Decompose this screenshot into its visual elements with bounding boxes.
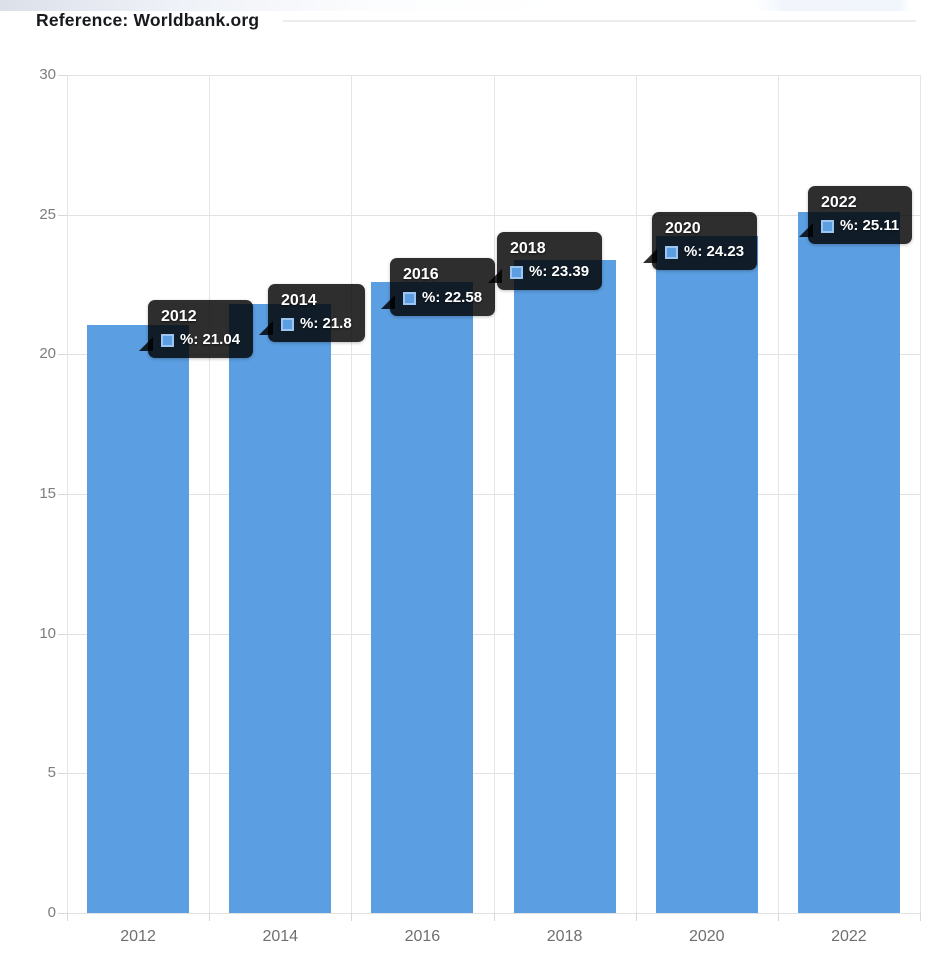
y-axis-tick	[58, 913, 67, 914]
tooltip-value: %: 21.04	[180, 331, 241, 348]
bar-2014[interactable]	[229, 304, 332, 913]
gridline-vertical	[351, 75, 353, 913]
tooltip-year: 2016	[403, 266, 439, 283]
series-swatch-icon	[281, 317, 294, 331]
y-axis-tick	[58, 75, 67, 76]
series-swatch-icon	[161, 333, 174, 347]
x-axis-tick	[777, 913, 779, 921]
top-gradient-strip	[0, 0, 943, 11]
tooltip-tail	[643, 249, 657, 263]
tooltip-value-row: %: 24.23	[665, 242, 744, 262]
series-swatch-icon	[821, 219, 834, 233]
y-axis-tick	[58, 354, 67, 356]
x-axis-tick	[67, 913, 68, 921]
x-axis-label: 2020	[688, 928, 725, 945]
tooltip-value: %: 23.39	[529, 263, 590, 280]
page-title: Reference: Worldbank.org	[36, 10, 260, 30]
y-axis-label: 25	[39, 205, 56, 223]
tooltip-year: 2020	[665, 220, 701, 237]
tooltip-value-row: %: 25.11	[821, 216, 899, 236]
x-axis-label: 2018	[546, 928, 583, 945]
x-axis-tick	[493, 913, 495, 921]
gridline-vertical	[920, 75, 921, 913]
tooltip-value-row: %: 21.8	[281, 314, 352, 334]
tooltip-year: 2022	[821, 194, 857, 211]
y-axis-tick	[58, 214, 67, 216]
x-axis-tick	[920, 913, 921, 921]
x-axis-label: 2014	[262, 928, 299, 945]
tooltip-value: %: 21.8	[300, 315, 352, 332]
tooltip-value: %: 25.11	[840, 217, 900, 234]
y-axis-label: 15	[39, 485, 56, 502]
bar-2012[interactable]	[87, 325, 190, 913]
tooltip-value-row: %: 23.39	[510, 262, 589, 282]
bar-2020[interactable]	[655, 236, 758, 913]
y-axis-label: 10	[39, 624, 56, 642]
gridline-vertical	[635, 75, 637, 913]
y-axis-line	[67, 75, 68, 913]
y-axis-label: 20	[39, 345, 56, 363]
x-axis-tick	[635, 913, 637, 921]
title-underline	[283, 20, 916, 22]
x-axis-tick	[351, 913, 353, 921]
tooltip-2022: 2022 %: 25.11	[799, 186, 913, 244]
tooltip-2020: 2020 %: 24.23	[643, 212, 758, 270]
tooltip-2012: 2012 %: 21.04	[139, 300, 254, 358]
tooltip-year: 2014	[281, 292, 317, 309]
y-axis-tick	[58, 633, 67, 635]
tooltip-2016: 2016 %: 22.58	[381, 258, 496, 316]
x-axis-label: 2012	[120, 928, 156, 945]
y-axis-tick	[58, 494, 67, 495]
y-axis-tick	[58, 773, 67, 775]
tooltip-value-row: %: 21.04	[161, 330, 240, 350]
bar-2022[interactable]	[797, 211, 900, 913]
tooltip-year: 2018	[510, 240, 546, 257]
tooltip-value-row: %: 22.58	[403, 288, 482, 308]
series-swatch-icon	[665, 245, 678, 259]
gridline-vertical	[777, 75, 779, 913]
y-axis-label: 5	[47, 764, 56, 782]
series-swatch-icon	[510, 265, 523, 279]
tooltip-year: 2012	[161, 308, 197, 325]
bar-2016[interactable]	[371, 282, 474, 913]
y-axis-label: 0	[47, 904, 56, 921]
x-axis-label: 2016	[404, 928, 441, 945]
gridline-vertical	[493, 75, 495, 913]
tooltip-2014: 2014 %: 21.8	[259, 284, 365, 342]
series-swatch-icon	[403, 291, 416, 305]
tooltip-value: %: 24.23	[684, 243, 745, 260]
x-axis-label: 2022	[831, 928, 867, 945]
x-axis-tick	[209, 913, 211, 921]
tooltip-2018: 2018 %: 23.39	[488, 232, 603, 290]
tooltip-value: %: 22.58	[422, 289, 483, 306]
bar-2018[interactable]	[513, 259, 616, 913]
y-axis-label: 30	[39, 66, 56, 83]
gridline-vertical	[209, 75, 211, 913]
